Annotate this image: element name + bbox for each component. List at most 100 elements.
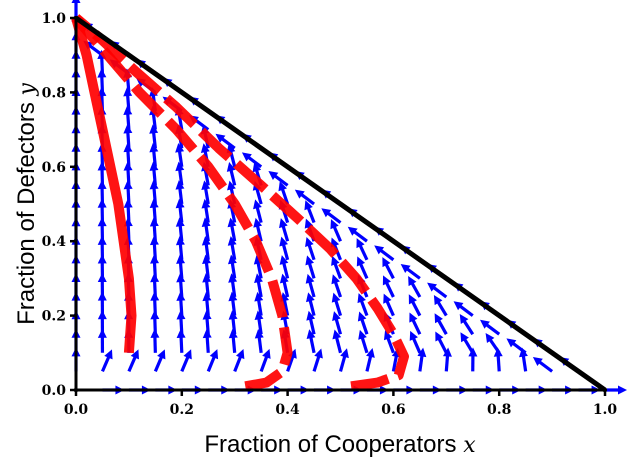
quiver-arrow-head: [227, 236, 237, 246]
quiver-arrow-head: [409, 330, 418, 341]
quiver-arrow-head: [262, 348, 271, 359]
quiver-arrow-head: [356, 256, 366, 267]
quiver-arrow-head: [453, 301, 464, 311]
quiver-arrow-head: [71, 0, 81, 3]
quiver-arrow-head: [183, 349, 192, 360]
quiver-arrow-head: [408, 276, 417, 287]
y-tick-label: 0.4: [42, 234, 67, 250]
quiver-arrow-head: [480, 319, 490, 329]
trajectories: [71, 14, 409, 392]
quiver-arrow-head: [305, 237, 314, 247]
quiver-arrow-head: [278, 181, 287, 192]
quiver-arrow-head: [175, 143, 185, 153]
quiver-arrow-head: [340, 348, 349, 359]
quiver-arrow-head: [279, 255, 289, 265]
x-tick-label: 0.0: [64, 402, 89, 418]
x-tick-label: 0.8: [487, 402, 511, 418]
quiver-arrow-head: [383, 293, 392, 304]
quiver-arrow-head: [227, 254, 237, 265]
quiver-arrow-head: [254, 291, 264, 302]
quiver-arrow-head: [227, 180, 236, 191]
quiver-arrow-head: [306, 292, 315, 303]
quiver-arrow-head: [254, 273, 263, 284]
quiver-arrow-head: [226, 162, 236, 172]
simplex-boundary-line: [74, 15, 607, 393]
quiver-arrow-head: [304, 200, 313, 211]
quiver-arrow-head: [279, 273, 289, 284]
quiver-arrow-head: [382, 257, 391, 268]
quiver-arrow-head: [130, 349, 139, 360]
quiver-arrow-head: [408, 294, 417, 305]
quiver-arrow-head: [358, 329, 367, 340]
quiver-arrow-head: [175, 180, 185, 190]
quiver-arrow-head: [228, 291, 238, 302]
quiver-arrow-head: [254, 310, 264, 320]
quiver-arrow-head: [253, 217, 263, 228]
trajectory-2: [72, 14, 293, 392]
quiver-arrow-head: [433, 295, 443, 306]
quiver-field: [71, 0, 627, 395]
quiver-arrow-head: [201, 235, 211, 246]
quiver-arrow-head: [459, 314, 469, 325]
quiver-arrow-head: [409, 312, 418, 323]
quiver-arrow-head: [435, 331, 444, 342]
quiver-arrow-head: [157, 349, 166, 360]
x-axis-label: Fraction of Cooperators x: [204, 431, 476, 458]
quiver-arrow-head: [485, 333, 495, 344]
quiver-arrow-head: [506, 338, 517, 348]
quiver-arrow-head: [305, 255, 314, 266]
y-tick-label: 0.0: [42, 383, 67, 399]
y-axis-label: Fraction of Defectors y: [13, 83, 40, 325]
quiver-arrow-head: [306, 329, 316, 340]
quiver-arrow-head: [321, 208, 332, 218]
quiver-arrow-head: [254, 328, 264, 339]
quiver-arrow-head: [253, 199, 262, 210]
quiver-arrow-head: [305, 273, 315, 284]
y-tick-label: 0.2: [42, 309, 66, 325]
quiver-arrow-head: [201, 198, 211, 209]
quiver-arrow-head: [332, 329, 342, 340]
quiver-arrow-head: [279, 218, 288, 229]
y-tick-label: 0.8: [42, 85, 66, 101]
quiver-arrow-head: [366, 348, 375, 358]
quiver-arrow-head: [175, 161, 185, 172]
quiver-arrow-head: [306, 310, 316, 321]
quiver-arrow-head: [382, 275, 391, 286]
quiver-arrow-head: [294, 189, 305, 199]
quiver-arrow-head: [383, 330, 393, 341]
y-tick-label: 0.6: [42, 160, 66, 176]
quiver-arrow-head: [331, 292, 341, 303]
quiver-arrow-head: [374, 245, 385, 255]
quiver-arrow-head: [357, 293, 366, 304]
trajectory-1: [71, 16, 137, 354]
quiver-arrow-head: [268, 171, 279, 180]
quiver-arrow-head: [347, 226, 358, 236]
quiver-arrow-head: [331, 274, 340, 285]
quiver-arrow-head: [460, 332, 469, 343]
quiver-arrow-head: [201, 217, 211, 227]
x-tick-label: 0.2: [170, 402, 194, 418]
axes: 0.0 0.2 0.4 0.6 0.8 1.0 0.0 0.2 0.4 0.6 0.8 1.0: [42, 11, 618, 418]
quiver-arrow-head: [227, 217, 237, 228]
quiver-arrow-head: [228, 273, 238, 283]
quiver-arrow-head: [104, 349, 113, 360]
quiver-arrow-head: [330, 219, 339, 230]
quiver-arrow-head: [202, 254, 212, 265]
quiver-arrow-head: [356, 238, 365, 249]
quiver-arrow-head: [427, 282, 437, 292]
quiver-arrow-head: [252, 162, 262, 173]
quiver-arrow-head: [331, 255, 340, 266]
quiver-arrow-head: [400, 264, 411, 273]
x-tick-label: 0.6: [381, 402, 405, 418]
quiver-arrow-head: [332, 311, 341, 321]
quiver-arrow-head: [279, 236, 289, 247]
quiver-arrow-head: [532, 357, 543, 366]
trajectory-3: [72, 14, 409, 392]
quiver-arrow-head: [618, 385, 627, 395]
quiver-arrow-head: [215, 133, 226, 143]
quiver-arrow-head: [314, 348, 323, 359]
quiver-arrow-head: [201, 180, 211, 190]
quiver-arrow-head: [241, 152, 252, 162]
quiver-arrow-head: [235, 349, 245, 360]
